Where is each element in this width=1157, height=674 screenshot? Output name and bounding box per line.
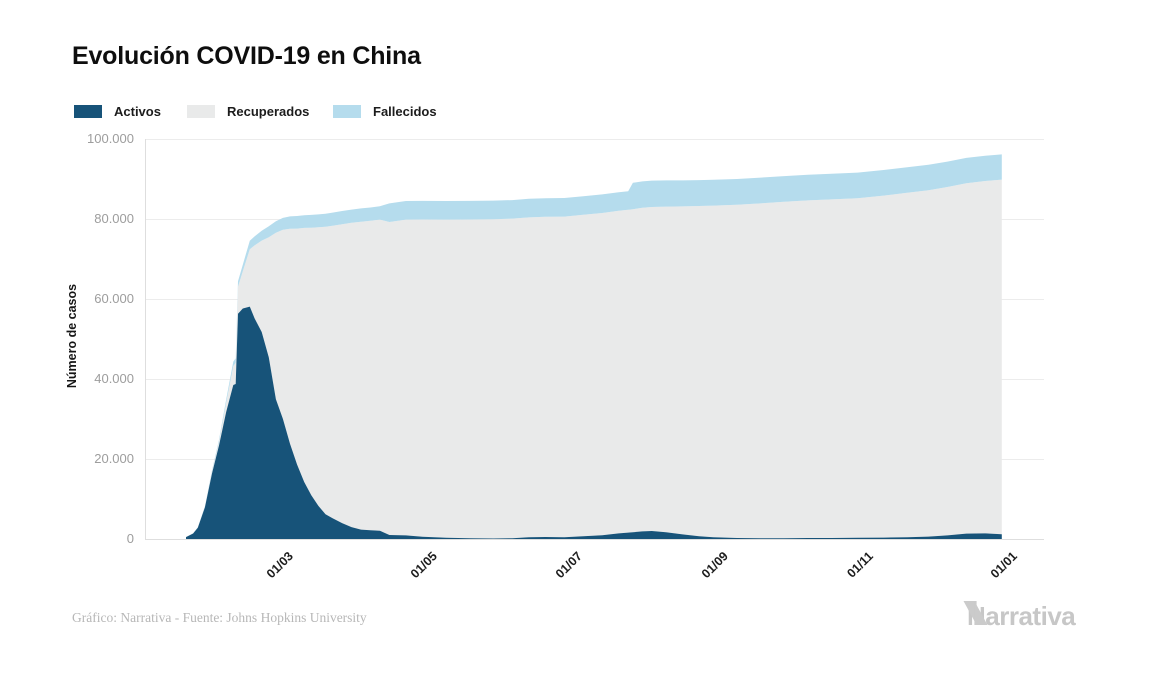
area-recuperados — [186, 179, 1002, 539]
y-tick-label: 80.000 — [94, 211, 134, 226]
y-tick-label: 40.000 — [94, 371, 134, 386]
legend-label-fallecidos: Fallecidos — [373, 104, 437, 119]
y-axis-title: Número de casos — [65, 283, 79, 389]
legend-item-recuperados: Recuperados — [187, 104, 309, 119]
y-tick-label: 20.000 — [94, 451, 134, 466]
legend-label-activos: Activos — [114, 104, 161, 119]
y-tick-label: 0 — [126, 531, 134, 546]
chart-credit: Gráfico: Narrativa - Fuente: Johns Hopki… — [72, 610, 367, 625]
legend-swatch-fallecidos — [333, 105, 361, 118]
narrativa-logo-mark-icon — [963, 601, 988, 625]
legend-swatch-activos — [74, 105, 102, 118]
narrativa-logo-text: Narrativa — [967, 601, 1076, 631]
stacked-areas — [186, 154, 1002, 539]
y-tick-label: 100.000 — [87, 131, 134, 146]
legend-swatch-recuperados — [187, 105, 215, 118]
legend-item-activos: Activos — [74, 104, 161, 119]
area-activos — [186, 306, 1002, 539]
legend-item-fallecidos: Fallecidos — [333, 104, 437, 119]
legend-label-recuperados: Recuperados — [227, 104, 310, 119]
chart-title: Evolución COVID-19 en China — [72, 42, 421, 70]
narrativa-logo: Narrativa — [962, 601, 1076, 632]
y-tick-label: 60.000 — [94, 291, 134, 306]
